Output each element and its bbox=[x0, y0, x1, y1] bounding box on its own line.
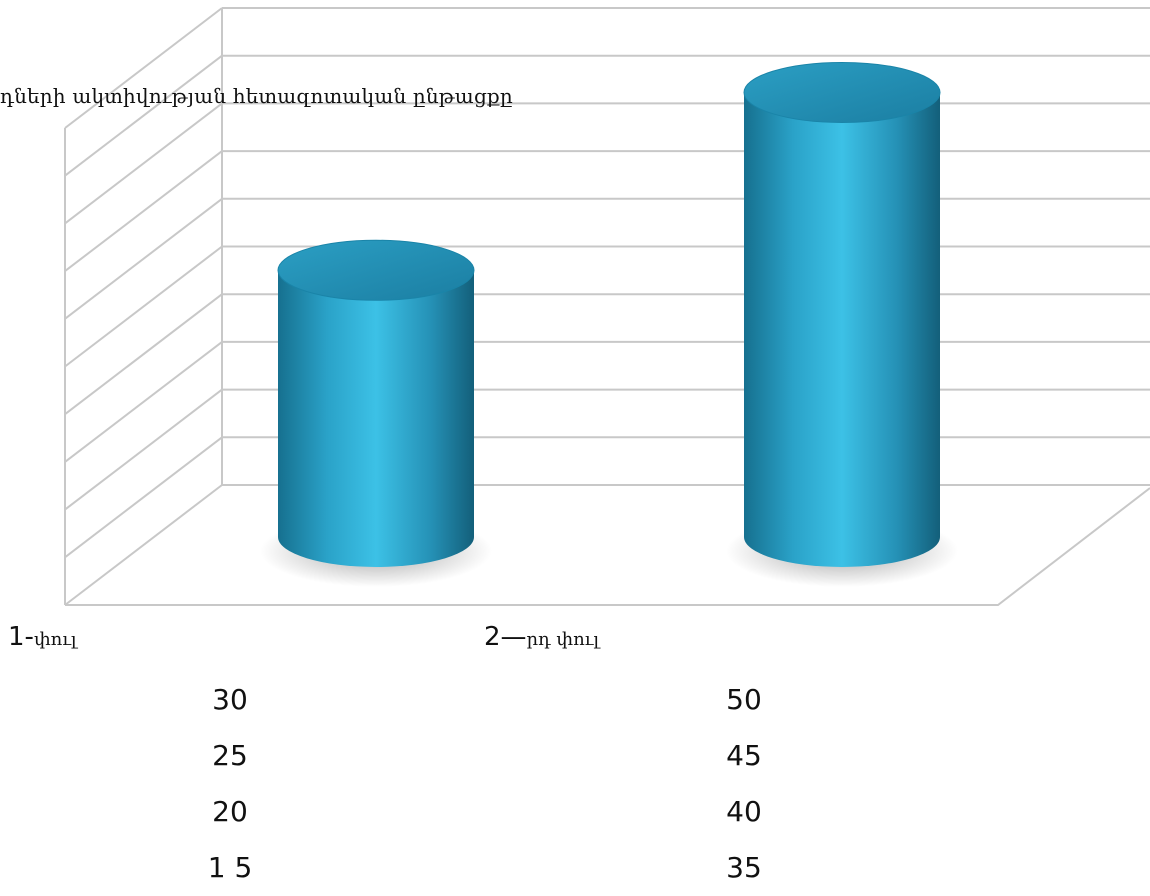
chart-bars bbox=[260, 61, 958, 587]
bar-1 bbox=[260, 239, 492, 587]
value-cell: 20 bbox=[212, 795, 248, 828]
category-label-1: 1-փուլ bbox=[8, 622, 77, 652]
category-2-number: 2— bbox=[484, 622, 527, 652]
bar-top bbox=[743, 61, 941, 123]
gridline-side bbox=[64, 198, 223, 320]
gridline-side bbox=[64, 388, 223, 511]
value-cell: 30 bbox=[212, 683, 248, 716]
category-1-number: 1- bbox=[8, 622, 34, 652]
gridline-side bbox=[64, 54, 223, 177]
value-column-1: 30 25 20 1 5 bbox=[170, 672, 290, 896]
category-label-2: 2—րդ փուլ bbox=[484, 622, 599, 652]
value-cell: 35 bbox=[726, 851, 762, 884]
gridline-side bbox=[64, 341, 223, 463]
category-2-text: րդ փուլ bbox=[526, 629, 599, 650]
gridline-side bbox=[64, 150, 223, 272]
bar-top bbox=[277, 239, 475, 301]
gridline-side bbox=[64, 245, 223, 368]
gridline-side bbox=[64, 484, 223, 606]
bar-2 bbox=[726, 61, 958, 587]
gridline-side bbox=[64, 436, 223, 559]
bar-body bbox=[744, 92, 940, 568]
floor-edge bbox=[65, 487, 1150, 606]
gridline-side bbox=[64, 293, 223, 415]
gridline-side bbox=[64, 7, 223, 129]
value-cell: 40 bbox=[726, 795, 762, 828]
value-cell: 1 5 bbox=[207, 851, 253, 884]
gridline-side bbox=[64, 102, 223, 225]
value-cell: 25 bbox=[212, 739, 248, 772]
value-cell: 45 bbox=[726, 739, 762, 772]
value-cell: 50 bbox=[726, 683, 762, 716]
value-column-2: 50 45 40 35 bbox=[684, 672, 804, 896]
category-1-text: փուլ bbox=[33, 629, 77, 650]
chart-title: դների ակտիվության հետազոտական ընթացքը bbox=[0, 84, 513, 108]
bar-body bbox=[278, 270, 474, 567]
